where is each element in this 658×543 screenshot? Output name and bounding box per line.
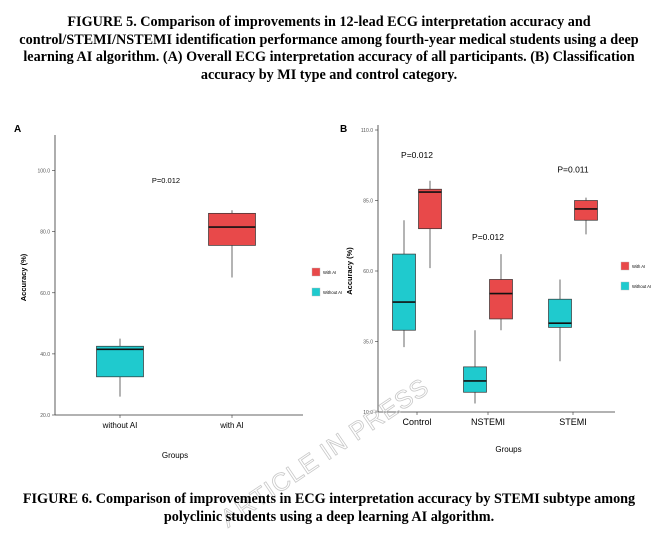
x-tick-label: without AI [102, 421, 138, 430]
y-tick-label: 20.0 [40, 413, 50, 419]
x-tick-label: NSTEMI [471, 417, 505, 427]
panel-label: B [340, 124, 347, 135]
panel-label: A [14, 124, 21, 135]
y-tick-label: 60.0 [363, 269, 373, 275]
box-body [418, 188, 442, 230]
legend: With AI Without AI [620, 261, 651, 291]
legend-swatch [311, 287, 321, 297]
box-body [463, 366, 487, 393]
box-control-without-ai [392, 220, 416, 348]
y-axis-label: Accuracy (%) [19, 253, 28, 301]
y-tick-label: 60.0 [40, 291, 50, 297]
p-value-annotation: P=0.012 [152, 176, 180, 185]
legend-swatch [311, 267, 321, 277]
y-axis-label: Accuracy (%) [345, 247, 354, 295]
box-body [208, 212, 256, 246]
y-tick-label: 110.0 [361, 128, 373, 134]
x-tick-label: Control [402, 417, 431, 427]
box-nstemi-without-ai [463, 330, 487, 404]
x-axis-label: Groups [495, 445, 521, 454]
y-tick-label: 85.0 [363, 199, 373, 205]
panel-a: A 20.0 40.0 60.0 80.0 100.0 Accuracy (%) withou… [14, 124, 342, 460]
box-nstemi-with-ai [489, 254, 513, 331]
box-with-ai-with-ai [208, 210, 256, 278]
legend-entry: With AI [632, 264, 645, 269]
box-body [574, 200, 598, 221]
x-tick-label: with AI [219, 421, 244, 430]
panel-b: B 10.0 35.0 60.0 85.0 110.0 Accuracy (%) Contro… [340, 124, 651, 454]
x-axis-label: Groups [162, 451, 188, 460]
legend-swatch [620, 281, 630, 291]
legend-entry: With AI [323, 270, 336, 275]
y-tick-label: 80.0 [40, 230, 50, 236]
box-body [489, 279, 513, 320]
box-body [392, 253, 416, 331]
y-tick-label: 40.0 [40, 352, 50, 358]
p-value-annotation: P=0.011 [557, 164, 589, 174]
box-without-ai-without-ai [96, 338, 144, 397]
p-value-annotation: P=0.012 [401, 150, 433, 160]
y-tick-label: 100.0 [37, 169, 50, 175]
box-body [548, 298, 572, 328]
figure6-caption: FIGURE 6. Comparison of improvements in … [22, 491, 636, 525]
box-stemi-without-ai [548, 279, 572, 362]
legend-swatch [620, 261, 630, 271]
p-value-annotation: P=0.012 [472, 232, 504, 242]
figure5-caption: FIGURE 5. Comparison of improvements in … [19, 14, 639, 83]
y-tick-label: 10.0 [363, 410, 373, 416]
legend-entry: Without AI [632, 284, 651, 289]
box-body [96, 345, 144, 378]
legend: With AI Without AI [311, 267, 342, 297]
x-tick-label: STEMI [559, 417, 587, 427]
box-control-with-ai [418, 180, 442, 269]
y-tick-label: 35.0 [363, 340, 373, 346]
legend-entry: Without AI [323, 290, 342, 295]
box-stemi-with-ai [574, 197, 598, 235]
